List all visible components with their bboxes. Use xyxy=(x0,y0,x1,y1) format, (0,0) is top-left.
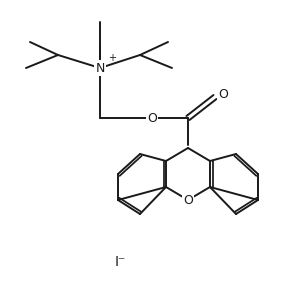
Text: O: O xyxy=(147,111,157,124)
Text: N: N xyxy=(95,62,105,75)
Text: I⁻: I⁻ xyxy=(114,255,126,269)
Text: O: O xyxy=(218,88,228,101)
Text: +: + xyxy=(108,53,116,63)
Text: O: O xyxy=(183,194,193,206)
